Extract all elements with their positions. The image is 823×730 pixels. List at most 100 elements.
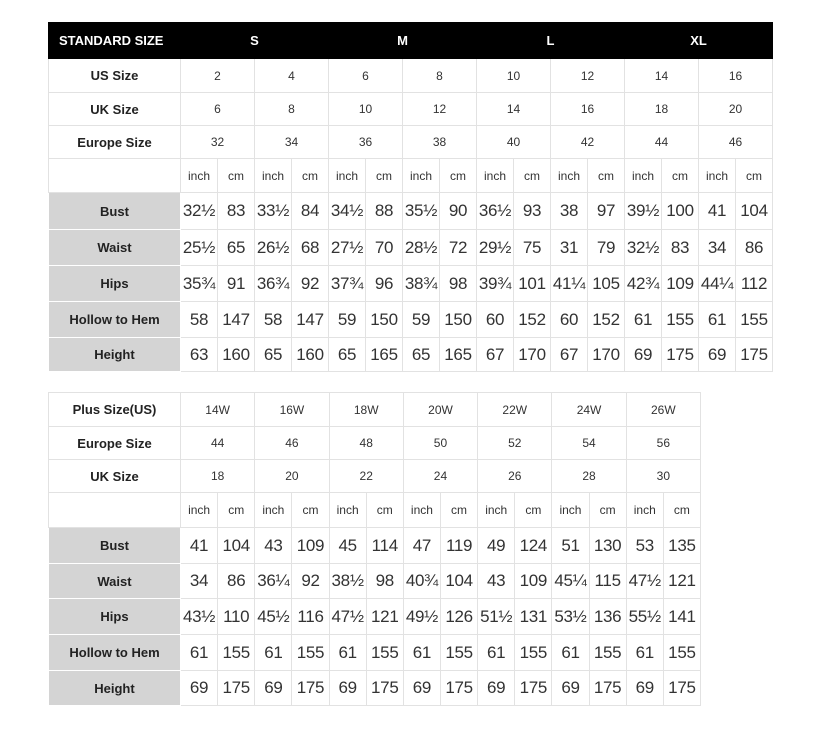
size-value: 26W [625, 392, 702, 427]
measurement-value: 39¾ [476, 265, 514, 302]
measurement-value: 175 [661, 337, 699, 372]
measurement-value: 69 [624, 337, 662, 372]
measurement-value: 61 [624, 301, 662, 338]
measurement-row: Bust 32½ 83 33½ 84 34½ 88 35½ 90 36½ 93 38 97 39½ 100 4… [48, 192, 773, 230]
unit-inch: inch [698, 158, 736, 193]
measurement-value: 34 [698, 229, 736, 266]
size-row: UK Size 18 20 22 24 26 28 30 [48, 459, 702, 493]
measurement-row: Height 63 160 65 160 65 165 65 165 67 170 67 170 69 17… [48, 337, 773, 372]
measurement-value: 88 [365, 192, 403, 230]
size-value: 42 [550, 125, 625, 159]
measurement-value: 105 [587, 265, 625, 302]
measurement-value: 53½ [551, 598, 590, 635]
size-group-s: S [180, 22, 329, 59]
unit-inch: inch [254, 158, 292, 193]
size-value: 20W [402, 392, 479, 427]
measurement-value: 104 [217, 527, 256, 564]
unit-cm: cm [735, 158, 773, 193]
measurement-value: 110 [217, 598, 256, 635]
measurement-value: 155 [588, 634, 627, 671]
measurement-value: 47½ [625, 563, 664, 599]
measurement-label: Bust [48, 527, 181, 564]
measurement-value: 124 [514, 527, 553, 564]
size-value: 46 [254, 426, 330, 460]
measurement-value: 116 [291, 598, 330, 635]
measurement-value: 41 [698, 192, 736, 230]
measurement-value: 160 [291, 337, 329, 372]
measurement-value: 165 [439, 337, 477, 372]
measurement-value: 121 [662, 563, 702, 599]
measurement-value: 65 [402, 337, 440, 372]
measurement-label: Height [48, 337, 181, 372]
measurement-value: 175 [514, 670, 553, 706]
measurement-value: 91 [217, 265, 255, 302]
measurement-value: 32½ [624, 229, 662, 266]
measurement-value: 97 [587, 192, 625, 230]
unit-inch: inch [254, 492, 293, 528]
unit-inch: inch [328, 158, 366, 193]
size-value: 30 [625, 459, 702, 493]
measurement-value: 152 [587, 301, 625, 338]
measurement-value: 42¾ [624, 265, 662, 302]
unit-inch: inch [550, 158, 588, 193]
size-value: 4 [254, 58, 329, 93]
measurement-value: 31 [550, 229, 588, 266]
measurement-value: 36½ [476, 192, 514, 230]
size-value: 36 [328, 125, 403, 159]
measurement-row: Hips 43½ 110 45½ 116 47½ 121 49½ 126 51½ 131 53½ 136… [48, 598, 702, 635]
row-label: Europe Size [48, 125, 181, 159]
size-value: 46 [698, 125, 773, 159]
measurement-row: Hollow to Hem 61 155 61 155 61 155 61 155 61 155 61… [48, 634, 702, 671]
measurement-value: 36¾ [254, 265, 292, 302]
measurement-value: 98 [439, 265, 477, 302]
size-row: Plus Size(US) 14W 16W 18W 20W 22W 24W 26W [48, 392, 702, 427]
measurement-value: 39½ [624, 192, 662, 230]
measurement-value: 109 [661, 265, 699, 302]
measurement-value: 115 [588, 563, 627, 599]
size-row: UK Size 6 8 10 12 14 16 18 20 [48, 92, 773, 126]
measurement-value: 49 [477, 527, 516, 564]
measurement-value: 61 [551, 634, 590, 671]
measurement-label: Hollow to Hem [48, 301, 181, 338]
measurement-value: 131 [514, 598, 553, 635]
measurement-value: 150 [439, 301, 477, 338]
size-value: 40 [476, 125, 551, 159]
measurement-value: 34 [179, 563, 219, 599]
size-value: 24 [402, 459, 479, 493]
measurement-row: Height 69 175 69 175 69 175 69 175 69 175 69 175 69 17… [48, 670, 702, 706]
measurement-value: 69 [551, 670, 590, 706]
unit-inch: inch [402, 158, 440, 193]
size-value: 2 [180, 58, 255, 93]
measurement-value: 51 [551, 527, 590, 564]
measurement-value: 44¼ [698, 265, 736, 302]
measurement-value: 175 [588, 670, 627, 706]
measurement-value: 86 [735, 229, 773, 266]
measurement-value: 36¼ [254, 563, 293, 599]
unit-inch: inch [402, 492, 441, 528]
unit-cm: cm [291, 492, 330, 528]
measurement-label: Hips [48, 598, 181, 635]
measurement-value: 175 [662, 670, 702, 706]
measurement-value: 104 [439, 563, 479, 599]
unit-cm: cm [513, 158, 551, 193]
measurement-value: 58 [254, 301, 292, 338]
measurement-value: 25½ [180, 229, 218, 266]
size-value: 14 [476, 92, 551, 126]
size-value: 10 [476, 58, 551, 93]
measurement-value: 61 [179, 634, 219, 671]
measurement-value: 72 [439, 229, 477, 266]
unit-cm: cm [439, 158, 477, 193]
measurement-value: 155 [735, 301, 773, 338]
measurement-value: 35½ [402, 192, 440, 230]
measurement-value: 43 [477, 563, 516, 599]
measurement-value: 170 [513, 337, 551, 372]
unit-cm: cm [365, 158, 403, 193]
measurement-value: 92 [291, 265, 329, 302]
size-group-l: L [476, 22, 625, 59]
measurement-value: 63 [180, 337, 218, 372]
measurement-value: 175 [291, 670, 330, 706]
measurement-value: 150 [365, 301, 403, 338]
size-value: 52 [477, 426, 553, 460]
measurement-value: 65 [254, 337, 292, 372]
size-value: 38 [402, 125, 477, 159]
